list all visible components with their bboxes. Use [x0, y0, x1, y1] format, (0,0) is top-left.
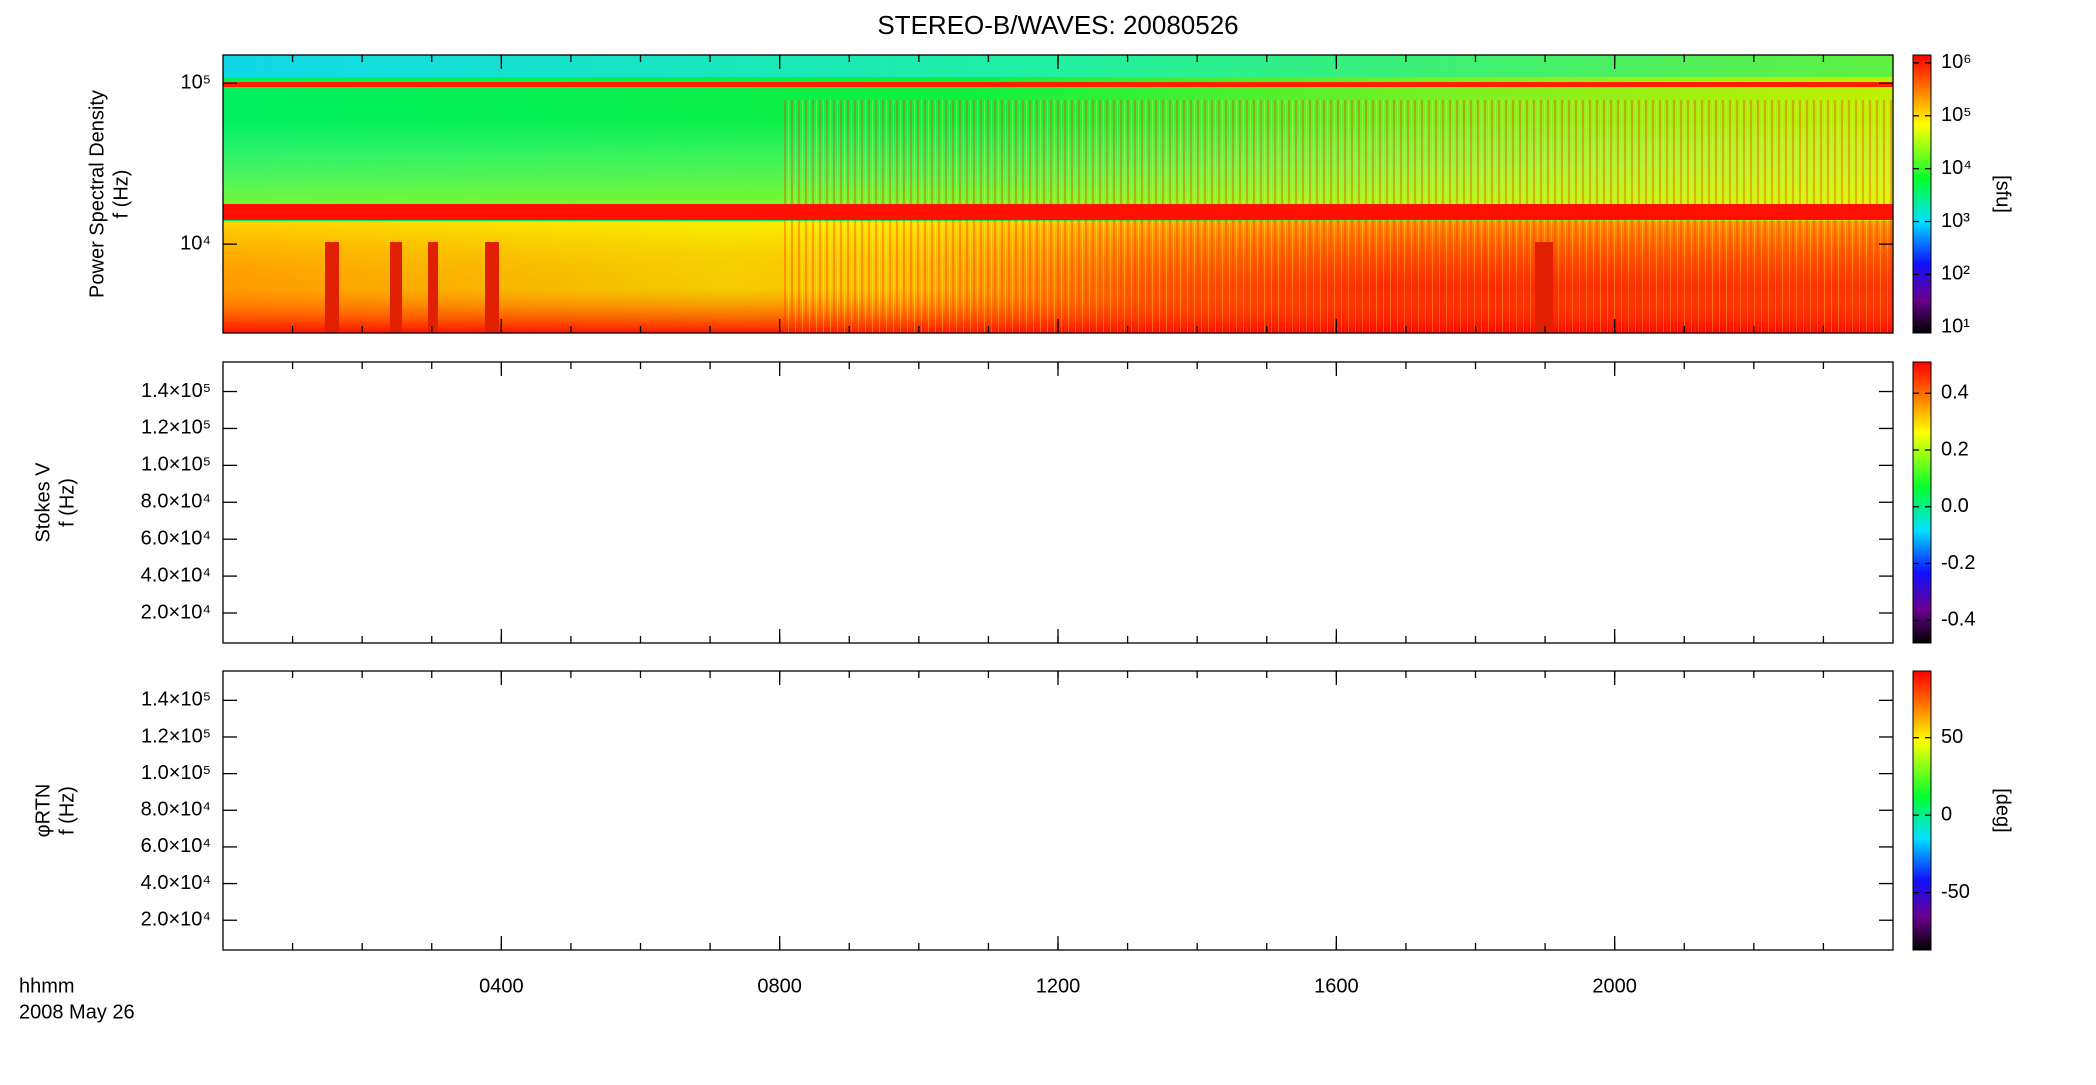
- x-tick-label: 1200: [1036, 975, 1081, 997]
- panel-frame: [222, 361, 1894, 644]
- y-axis-label: Stokes V: [32, 462, 54, 543]
- x-tick-label: 0400: [479, 975, 524, 997]
- y-tick-label: 10⁴: [180, 232, 211, 254]
- colorbar-tick-label: 0.4: [1941, 382, 1969, 404]
- colorbar-tick-label: -50: [1941, 881, 1970, 903]
- colorbar-tick-label: 0.0: [1941, 495, 1969, 517]
- colorbar-tick-label: 10⁴: [1941, 157, 1972, 179]
- y-axis-label: f (Hz): [56, 786, 78, 835]
- colorbar-tick-label: 0.2: [1941, 438, 1969, 460]
- colorbar: [1912, 670, 1932, 951]
- y-tick-label: 4.0×10⁴: [141, 564, 211, 586]
- x-axis-label: hhmm: [19, 975, 75, 997]
- y-tick-label: 8.0×10⁴: [141, 799, 211, 821]
- colorbar-tick-label: 50: [1941, 726, 1963, 748]
- y-tick-label: 10⁵: [180, 72, 211, 94]
- burst: [485, 242, 499, 333]
- emission-band: [223, 204, 1893, 220]
- colorbar: [1912, 361, 1932, 644]
- y-tick-label: 1.4×10⁵: [141, 689, 211, 711]
- colorbar: [1912, 54, 1932, 334]
- colorbar-tick-label: 10³: [1941, 210, 1970, 232]
- y-axis-label: φRTN: [32, 784, 54, 838]
- y-axis-label: f (Hz): [56, 478, 78, 527]
- y-axis-label: f (Hz): [110, 170, 132, 219]
- emission-line: [223, 82, 1893, 87]
- colorbar-tick-label: 10⁵: [1941, 104, 1972, 126]
- burst: [428, 242, 438, 333]
- x-tick-label: 1600: [1314, 975, 1359, 997]
- y-tick-label: 6.0×10⁴: [141, 835, 211, 857]
- x-tick-label: 0800: [757, 975, 802, 997]
- y-tick-label: 6.0×10⁴: [141, 527, 211, 549]
- y-tick-label: 2.0×10⁴: [141, 601, 211, 623]
- y-tick-label: 4.0×10⁴: [141, 872, 211, 894]
- colorbar-tick-label: 0: [1941, 803, 1952, 825]
- colorbar-tick-label: -0.4: [1941, 609, 1975, 631]
- y-tick-label: 1.2×10⁵: [141, 417, 211, 439]
- y-axis-label: Power Spectral Density: [86, 90, 108, 298]
- y-tick-label: 1.0×10⁵: [141, 454, 211, 476]
- colorbar-tick-label: 10¹: [1941, 316, 1970, 338]
- y-tick-label: 8.0×10⁴: [141, 491, 211, 513]
- chart-title: STEREO-B/WAVES: 20080526: [877, 10, 1238, 40]
- burst: [390, 242, 402, 333]
- burst: [1535, 242, 1553, 333]
- colorbar-tick-label: 10⁶: [1941, 51, 1971, 73]
- x-axis-label: 2008 May 26: [19, 1001, 135, 1023]
- colorbar-label: [deg]: [1992, 788, 2014, 832]
- burst: [325, 242, 339, 333]
- y-tick-label: 1.0×10⁵: [141, 762, 211, 784]
- colorbar-label: [sfu]: [1992, 175, 2014, 213]
- colorbar-tick-label: 10²: [1941, 263, 1970, 285]
- y-tick-label: 2.0×10⁴: [141, 909, 211, 931]
- colorbar-tick-label: -0.2: [1941, 552, 1975, 574]
- panel-frame: [222, 670, 1894, 951]
- y-tick-label: 1.2×10⁵: [141, 725, 211, 747]
- x-tick-label: 2000: [1592, 975, 1637, 997]
- y-tick-label: 1.4×10⁵: [141, 380, 211, 402]
